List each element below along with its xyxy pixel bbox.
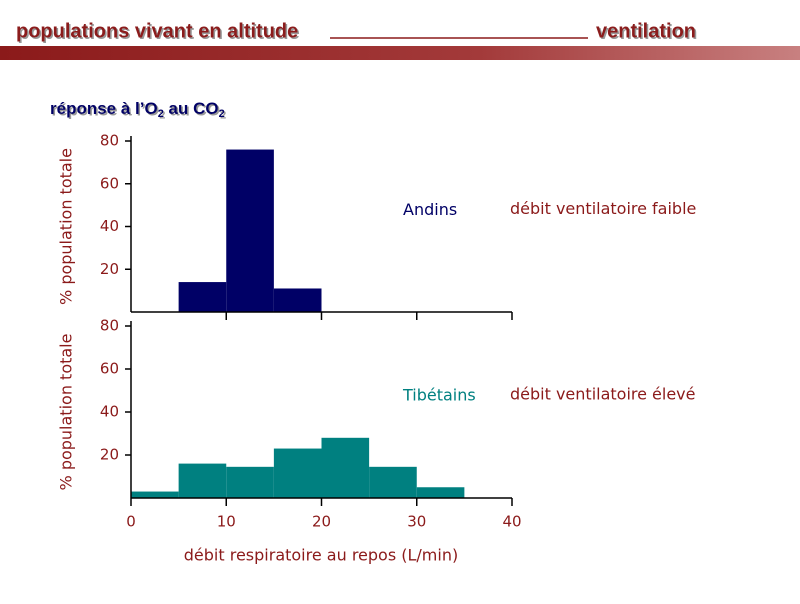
y-tick-label: 80 xyxy=(100,132,119,150)
y-tick-label: 80 xyxy=(100,317,119,335)
y-tick-label: 40 xyxy=(100,403,119,421)
histogram-bar xyxy=(226,149,274,312)
subtitle-part: réponse à l’O xyxy=(50,99,158,118)
x-axis-label: débit respiratoire au repos (L/min) xyxy=(184,546,458,565)
histogram-bar xyxy=(178,282,227,312)
histogram-bar xyxy=(369,466,417,498)
subtitle-subscript: 2 xyxy=(219,108,225,120)
x-tick-label: 0 xyxy=(126,513,136,531)
x-tick-label: 40 xyxy=(502,513,521,531)
section-title: ventilation xyxy=(596,20,696,42)
series-label: Andins xyxy=(403,200,457,219)
y-tick-label: 40 xyxy=(100,217,119,235)
y-tick-label: 20 xyxy=(100,446,119,464)
header-band xyxy=(0,46,800,60)
histogram-bar xyxy=(226,466,274,498)
histogram-bar xyxy=(321,437,370,498)
series-label: Tibétains xyxy=(402,386,476,405)
subtitle: réponse à l’O2 au CO2 xyxy=(50,99,225,119)
y-tick-label: 20 xyxy=(100,260,119,278)
x-tick-label: 20 xyxy=(312,513,331,531)
histogram-bar xyxy=(178,463,227,498)
slide-title: populations vivant en altitude xyxy=(16,20,298,42)
y-axis-label: % population totale xyxy=(57,148,76,305)
y-tick-label: 60 xyxy=(100,174,119,192)
subtitle-subscript: 2 xyxy=(158,108,164,120)
histogram-bar xyxy=(131,491,179,498)
histogram-bar xyxy=(416,487,465,498)
annotation: débit ventilatoire faible xyxy=(510,199,696,218)
x-tick-label: 10 xyxy=(217,513,236,531)
histogram-bar xyxy=(273,448,322,498)
y-axis-label: % population totale xyxy=(57,334,76,491)
annotation: débit ventilatoire élevé xyxy=(510,385,696,404)
y-tick-label: 60 xyxy=(100,360,119,378)
subtitle-part: au CO xyxy=(164,99,219,118)
histogram-bar xyxy=(273,288,322,312)
x-tick-label: 30 xyxy=(407,513,426,531)
